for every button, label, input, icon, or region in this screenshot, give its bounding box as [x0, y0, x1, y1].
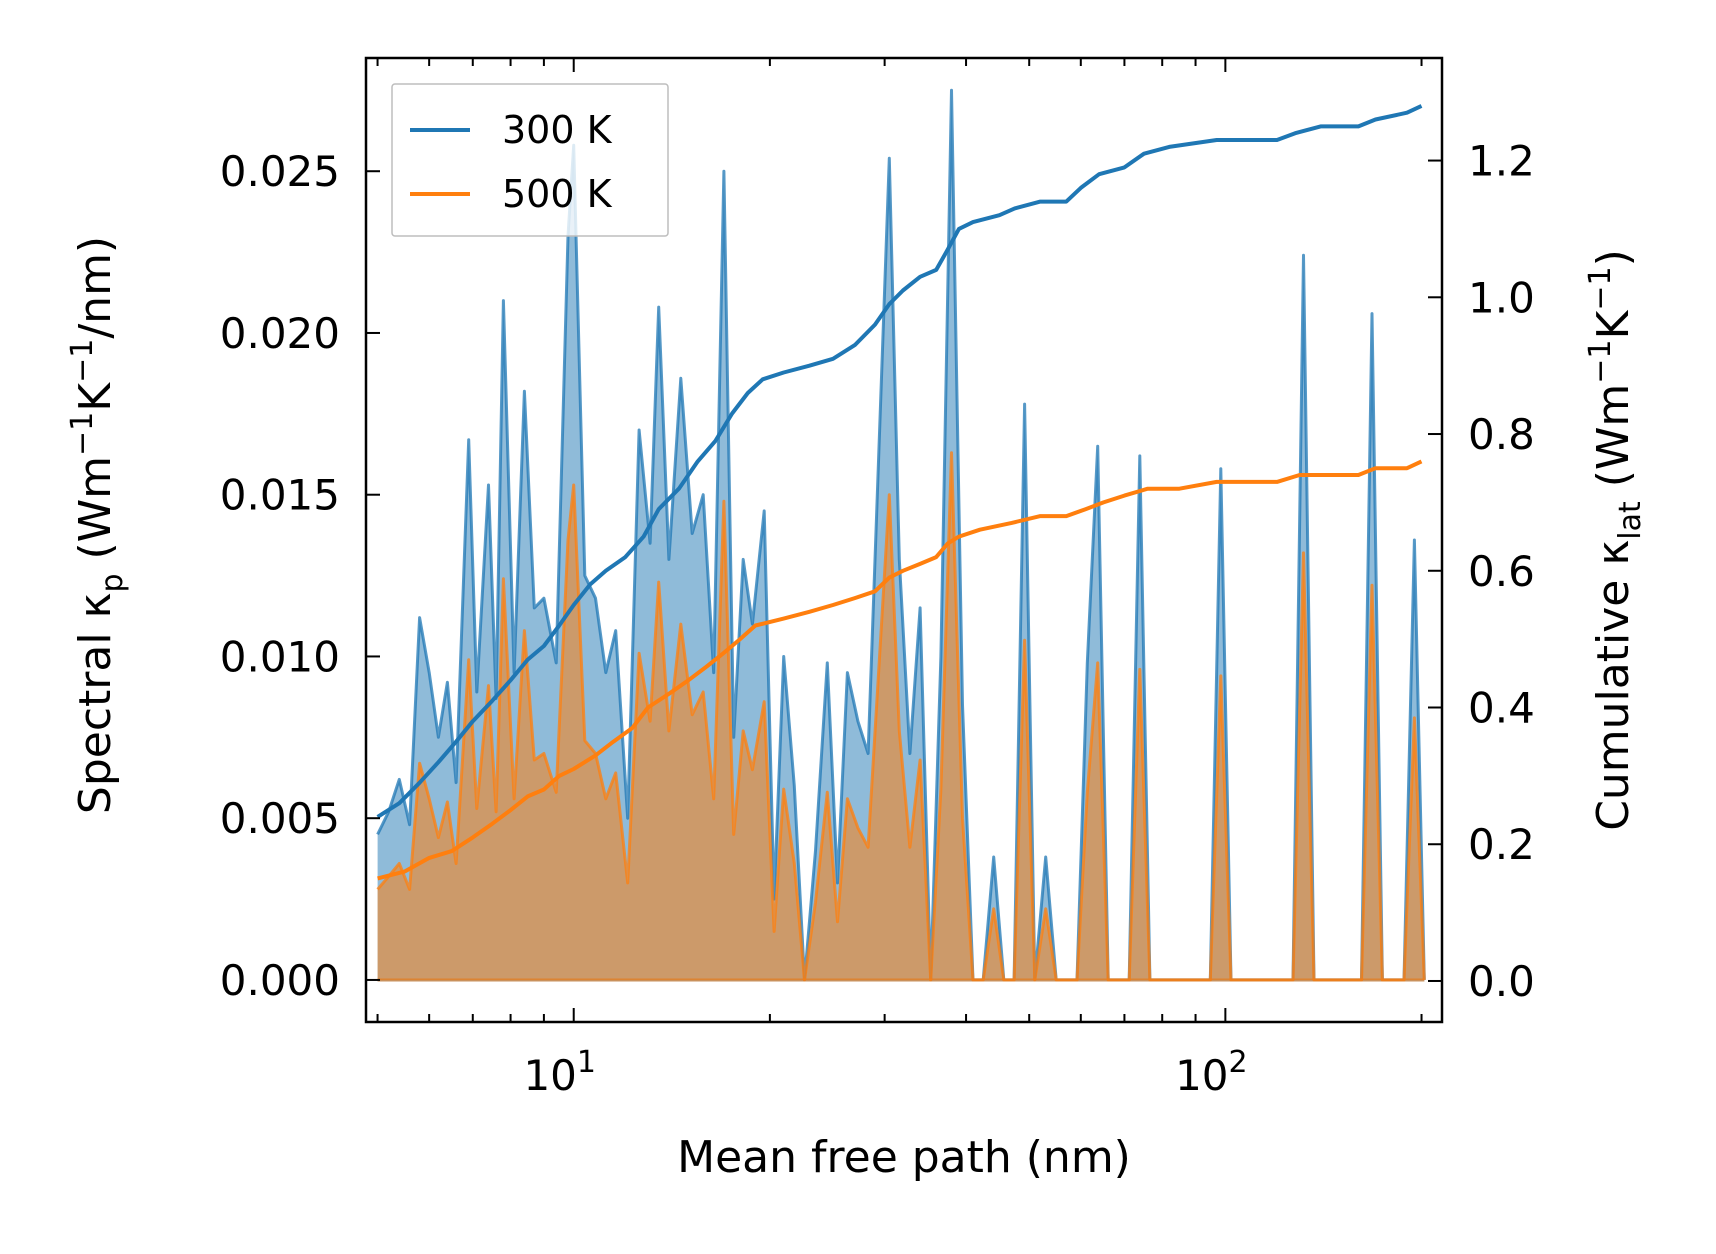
- y-left-axis-label-unit-close: /nm): [70, 236, 121, 339]
- y-left-tick-label: 0.000: [220, 956, 340, 1005]
- x-tick-base: 10: [523, 1051, 576, 1100]
- y-right-tick-label: 1.2: [1468, 137, 1535, 186]
- legend-label-500: 500 K: [502, 172, 613, 216]
- spectral-fill-500: [377, 452, 1425, 980]
- y-left-axis-label-unit-mid: K: [70, 382, 121, 412]
- x-tick-base: 10: [1175, 1051, 1228, 1100]
- x-axis-label: Mean free path (nm): [677, 1132, 1131, 1183]
- y-left-axis-label: Spectral κp (Wm−1K−1/nm): [65, 236, 130, 814]
- y-right-tick-label: 1.0: [1468, 273, 1535, 322]
- y-right-tick-label: 0.6: [1468, 547, 1535, 596]
- y-left-tick-label: 0.005: [220, 794, 340, 843]
- x-tick-exp: 2: [1229, 1045, 1248, 1080]
- y-right-axis-label-exp2: −1: [1583, 266, 1618, 310]
- x-tick-exp: 1: [577, 1045, 596, 1080]
- y-right-tick-label: 0.8: [1468, 410, 1535, 459]
- y-left-tick-label: 0.010: [220, 632, 340, 681]
- y-right-axis-label: Cumulative κlat (Wm−1K−1): [1583, 249, 1648, 831]
- y-right-axis-label-unit-open: (Wm: [1588, 384, 1639, 502]
- y-left-axis-label-sub: p: [95, 573, 130, 592]
- x-tick-label: 101: [523, 1045, 596, 1100]
- y-right-axis-label-unit-close: ): [1588, 249, 1639, 266]
- y-left-axis-label-main: Spectral κ: [70, 593, 121, 815]
- y-right-tick-label: 0.2: [1468, 820, 1535, 869]
- y-left-axis-label-exp1: −1: [65, 412, 100, 456]
- spectral-line-500: [376, 451, 1426, 982]
- legend-label-300: 300 K: [502, 108, 613, 152]
- plot-clipped: [376, 88, 1426, 982]
- y-left-axis-label-exp2: −1: [65, 339, 100, 383]
- spectral-line-300: [376, 88, 1426, 982]
- axes: [364, 56, 1444, 1024]
- y-left-tick-label: 0.025: [220, 147, 340, 196]
- y-right-axis-label-sub: lat: [1613, 501, 1648, 540]
- y-right-axis-label-exp1: −1: [1583, 339, 1618, 383]
- x-tick-label: 102: [1175, 1045, 1248, 1100]
- plot-area: [376, 88, 1426, 982]
- y-left-tick-label: 0.015: [220, 471, 340, 520]
- y-right-axis-label-main: Cumulative κ: [1588, 540, 1639, 831]
- axes-frame: [364, 56, 1444, 1024]
- cumulative-line-500: [377, 459, 1423, 881]
- y-left-tick-label: 0.020: [220, 309, 340, 358]
- y-right-tick-label: 0.0: [1468, 957, 1535, 1006]
- labels: 101 1020.0000.0050.0100.0150.0200.0250.00…: [65, 137, 1648, 1183]
- y-left-axis-label-unit-open: (Wm: [70, 456, 121, 574]
- legend-box: [391, 83, 669, 237]
- y-right-tick-label: 0.4: [1468, 684, 1535, 733]
- y-right-axis-label-unit-mid: K: [1588, 309, 1639, 339]
- legend: 300 K 500 K: [391, 83, 669, 237]
- cumulative-line-300: [376, 104, 1423, 819]
